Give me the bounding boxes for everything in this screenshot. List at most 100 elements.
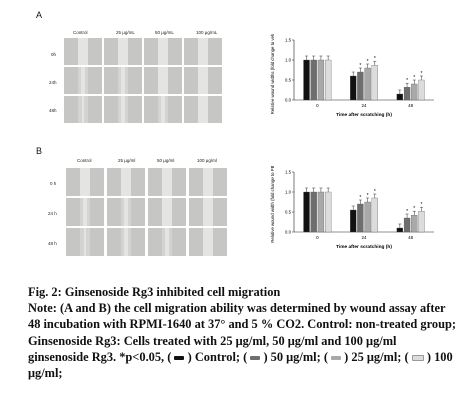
row-label: 48 h [48, 241, 57, 246]
legend-label: Control; [194, 349, 241, 364]
x-tick-label: 0 [316, 103, 319, 108]
significance-marker: * [367, 59, 369, 65]
x-tick-label: 48 [408, 103, 414, 108]
wound-image [144, 38, 182, 65]
bar [324, 191, 332, 233]
wound-image [66, 198, 104, 226]
bar [364, 67, 371, 101]
bar [371, 65, 378, 101]
row-label: 0h [51, 52, 57, 57]
significance-marker: * [406, 209, 408, 215]
caption-note-text: Note: (A and B) the cell migration abili… [28, 301, 456, 364]
bar [357, 71, 364, 101]
bar [303, 59, 310, 101]
significance-marker: * [374, 56, 376, 62]
column-label: 100 μg/mL [196, 30, 218, 35]
bar [324, 59, 332, 101]
column-label: 25 μg/ml [118, 158, 136, 163]
wound-image [64, 96, 102, 123]
column-label: 25 μg/mL [116, 30, 135, 35]
significance-marker: * [359, 63, 361, 69]
bar [403, 217, 411, 233]
x-tick-label: 48 [408, 235, 414, 240]
bar-chart-b: Relative wound width (fold change to PBS… [270, 166, 434, 250]
bar [371, 197, 378, 233]
y-tick-label: 1.0 [285, 58, 292, 63]
caption-title: Fig. 2: Ginsenoside Rg3 inhibited cell m… [28, 285, 281, 299]
y-tick-label: 0.5 [285, 210, 292, 215]
wound-image [104, 96, 142, 123]
bar [357, 203, 364, 233]
legend-label: 25 μg/ml; [351, 349, 402, 364]
wound-image [148, 168, 186, 196]
y-tick-label: 1.5 [285, 38, 292, 43]
significance-marker: * [420, 71, 422, 77]
bar-chart-a: Relative wound widths (fold change to ve… [270, 34, 434, 118]
x-tick-label: 24 [361, 235, 367, 240]
y-tick-label: 0.0 [285, 98, 292, 103]
legend-swatch-control [174, 355, 185, 360]
panel-letter: B [36, 146, 43, 156]
wound-image [144, 96, 182, 123]
wound-image [184, 38, 222, 65]
wound-image [148, 228, 186, 256]
legend-label: 100 μg/ml; [28, 349, 453, 381]
caption-note: Note: (A and B) the cell migration abili… [28, 301, 456, 381]
legend-swatch-50 [250, 355, 261, 360]
column-label: Control [77, 158, 92, 163]
wound-image [104, 38, 142, 65]
y-tick-label: 0.0 [285, 230, 292, 235]
bar [403, 87, 411, 101]
y-tick-label: 1.0 [285, 190, 292, 195]
x-axis-label: Time after scratching (h) [336, 112, 392, 118]
significance-marker: * [374, 189, 376, 195]
wound-image [64, 67, 102, 94]
legend-swatch-100 [411, 354, 424, 361]
bar [396, 93, 404, 101]
y-tick-label: 1.5 [285, 170, 292, 175]
wound-image [64, 38, 102, 65]
y-axis-label: Relative wound width (fold change to PBS… [270, 166, 275, 243]
wound-image [66, 228, 104, 256]
wound-image [107, 228, 145, 256]
row-label: 0 h [50, 181, 57, 186]
wound-image [184, 67, 222, 94]
y-axis-label: Relative wound widths (fold change to ve… [270, 34, 275, 114]
wound-image [144, 67, 182, 94]
column-label: 100 μg/ml [197, 158, 217, 163]
significance-marker: * [367, 193, 369, 199]
figure-caption: Fig. 2: Ginsenoside Rg3 inhibited cell m… [28, 284, 460, 381]
significance-marker: * [406, 78, 408, 84]
column-label: 50 μg/mL [155, 30, 174, 35]
bar [350, 209, 357, 233]
row-label: 24h [49, 80, 57, 85]
wound-image [104, 67, 142, 94]
bar [396, 227, 404, 233]
bar [317, 191, 325, 233]
significance-marker: * [413, 206, 415, 212]
row-label: 24 h [48, 211, 57, 216]
legend-label: 50 μg/ml; [270, 349, 321, 364]
bar [310, 191, 317, 233]
x-tick-label: 24 [361, 103, 367, 108]
panel-letter: A [36, 10, 43, 20]
y-tick-label: 0.5 [285, 78, 292, 83]
bar [364, 201, 371, 233]
bar [411, 83, 418, 101]
wound-image [107, 198, 145, 226]
x-axis-label: Time after scratching (h) [336, 244, 392, 250]
legend-swatch-25 [331, 355, 342, 360]
wound-image [148, 198, 186, 226]
x-tick-label: 0 [316, 235, 319, 240]
significance-marker: * [413, 75, 415, 81]
wound-image [66, 168, 104, 196]
significance-marker: * [420, 202, 422, 208]
bar [303, 191, 310, 233]
wound-image [107, 168, 145, 196]
significance-marker: * [359, 195, 361, 201]
bar [418, 79, 425, 101]
bar [310, 59, 317, 101]
bar [317, 59, 325, 101]
wound-image [189, 228, 227, 256]
column-label: Control [73, 30, 88, 35]
